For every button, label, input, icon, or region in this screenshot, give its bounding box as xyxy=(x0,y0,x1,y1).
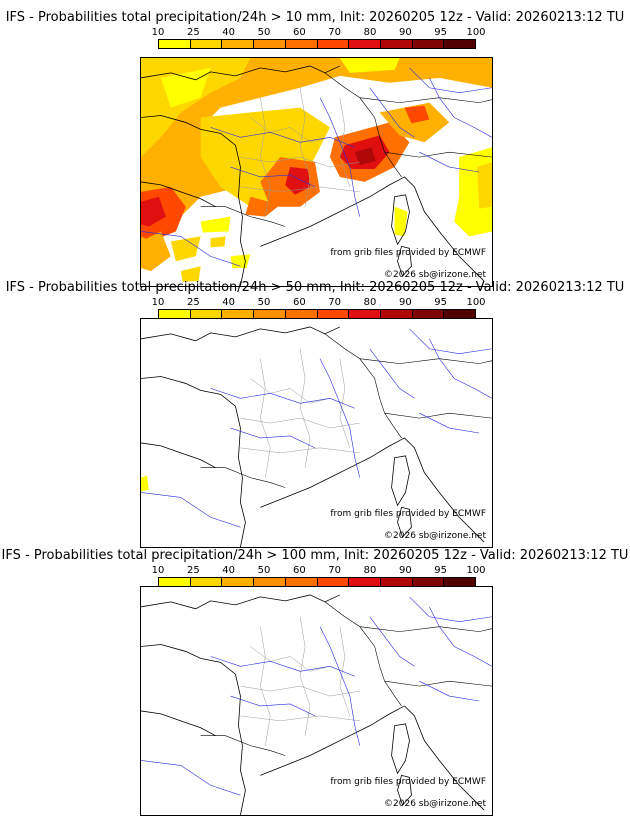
colorbar-tick-label: 80 xyxy=(363,27,377,38)
colorbar-segment xyxy=(380,40,413,48)
colorbar-segment xyxy=(444,40,476,48)
colorbar-segment xyxy=(412,310,445,318)
colorbar-segment xyxy=(222,578,255,586)
colorbar-tick-label: 95 xyxy=(434,27,448,38)
colorbar-tick-label: 40 xyxy=(222,297,236,308)
colorbar-tick-label: 100 xyxy=(466,27,486,38)
colorbar-tick-label: 95 xyxy=(434,565,448,576)
rivers-layer xyxy=(141,67,492,267)
colorbar-segment xyxy=(254,40,286,48)
colorbar-tick-label: 40 xyxy=(222,27,236,38)
colorbar-tick-label: 50 xyxy=(257,297,271,308)
copyright-credit: ©2026 sb@irizone.net xyxy=(384,531,486,541)
colorbar-segment xyxy=(190,310,223,318)
colorbar-segment xyxy=(317,310,350,318)
colorbar-tick-label: 70 xyxy=(328,297,342,308)
colorbar: 10 25 40 50 60 70 80 90 95 100 xyxy=(152,565,486,588)
colorbar-tick-label: 50 xyxy=(257,27,271,38)
colorbar-segment xyxy=(190,40,223,48)
colorbar: 10 25 40 50 60 70 80 90 95 100 xyxy=(152,27,486,50)
copyright-credit: ©2026 sb@irizone.net xyxy=(384,799,486,809)
borders-layer xyxy=(200,601,492,756)
colorbar-tick-label: 40 xyxy=(222,565,236,576)
source-credit: from grib files provided by ECMWF xyxy=(330,777,486,787)
colorbar-tick-label: 60 xyxy=(292,565,306,576)
colorbar-segment xyxy=(444,578,476,586)
coastline-layer xyxy=(141,326,485,547)
colorbar-segment xyxy=(380,578,413,586)
colorbar-tick-label: 25 xyxy=(186,27,200,38)
colorbar-tick-label: 100 xyxy=(466,565,486,576)
colorbar-tick-label: 10 xyxy=(151,297,165,308)
colorbar-segment xyxy=(159,310,191,318)
colorbar-tick-label: 100 xyxy=(466,297,486,308)
colorbar-tick-label: 90 xyxy=(398,27,412,38)
colorbar-segment xyxy=(159,578,191,586)
panel-title: IFS - Probabilities total precipitation/… xyxy=(5,10,625,25)
colorbar-segment xyxy=(254,310,286,318)
colorbar-segment xyxy=(285,578,318,586)
colorbar-segment xyxy=(317,40,350,48)
map-frame: from grib files provided by ECMWF ©2026 … xyxy=(140,586,493,816)
colorbar-segment xyxy=(285,310,318,318)
map-frame: from grib files provided by ECMWF ©2026 … xyxy=(140,318,493,548)
panel-title: IFS - Probabilities total precipitation/… xyxy=(1,548,629,563)
source-credit: from grib files provided by ECMWF xyxy=(330,248,486,258)
coastline-layer xyxy=(141,594,485,815)
precip-map xyxy=(141,58,492,286)
precip-field-layer xyxy=(141,475,149,492)
colorbar-strip xyxy=(158,309,476,319)
colorbar-segment xyxy=(222,40,255,48)
colorbar-segment xyxy=(222,310,255,318)
colorbar-tick-label: 80 xyxy=(363,297,377,308)
colorbar-tick-label: 70 xyxy=(328,565,342,576)
rivers-layer xyxy=(141,328,492,528)
coastline-layer xyxy=(141,65,485,286)
colorbar-segment xyxy=(349,578,381,586)
colorbar-segment xyxy=(190,578,223,586)
map-frame: from grib files provided by ECMWF ©2026 … xyxy=(140,57,493,287)
colorbar: 10 25 40 50 60 70 80 90 95 100 xyxy=(152,297,486,320)
colorbar-tick-label: 10 xyxy=(151,565,165,576)
region-borders-layer xyxy=(240,348,360,478)
precip-map xyxy=(141,594,492,815)
colorbar-segment xyxy=(412,40,445,48)
colorbar-strip xyxy=(158,39,476,49)
panel-title: IFS - Probabilities total precipitation/… xyxy=(5,280,625,295)
colorbar-segment xyxy=(444,310,476,318)
precip-map xyxy=(141,326,492,547)
colorbar-tick-label: 90 xyxy=(398,297,412,308)
copyright-credit: ©2026 sb@irizone.net xyxy=(384,270,486,280)
colorbar-segment xyxy=(317,578,350,586)
panel-10mm: IFS - Probabilities total precipitation/… xyxy=(0,10,630,287)
region-borders-layer xyxy=(240,616,360,746)
panel-100mm: IFS - Probabilities total precipitation/… xyxy=(0,548,630,824)
colorbar-segment xyxy=(412,578,445,586)
colorbar-segment xyxy=(349,40,381,48)
colorbar-tick-label: 60 xyxy=(292,297,306,308)
borders-layer xyxy=(200,333,492,488)
colorbar-tick-label: 80 xyxy=(363,565,377,576)
colorbar-tick-label: 25 xyxy=(186,565,200,576)
panel-50mm: IFS - Probabilities total precipitation/… xyxy=(0,280,630,556)
colorbar-tick-label: 25 xyxy=(186,297,200,308)
colorbar-tick-label: 50 xyxy=(257,565,271,576)
colorbar-segment xyxy=(159,40,191,48)
rivers-layer xyxy=(141,596,492,796)
colorbar-segment xyxy=(285,40,318,48)
colorbar-segment xyxy=(254,578,286,586)
source-credit: from grib files provided by ECMWF xyxy=(330,509,486,519)
colorbar-tick-label: 70 xyxy=(328,27,342,38)
colorbar-segment xyxy=(380,310,413,318)
colorbar-tick-label: 90 xyxy=(398,565,412,576)
colorbar-tick-label: 10 xyxy=(151,27,165,38)
colorbar-segment xyxy=(349,310,381,318)
colorbar-tick-label: 60 xyxy=(292,27,306,38)
colorbar-tick-label: 95 xyxy=(434,297,448,308)
